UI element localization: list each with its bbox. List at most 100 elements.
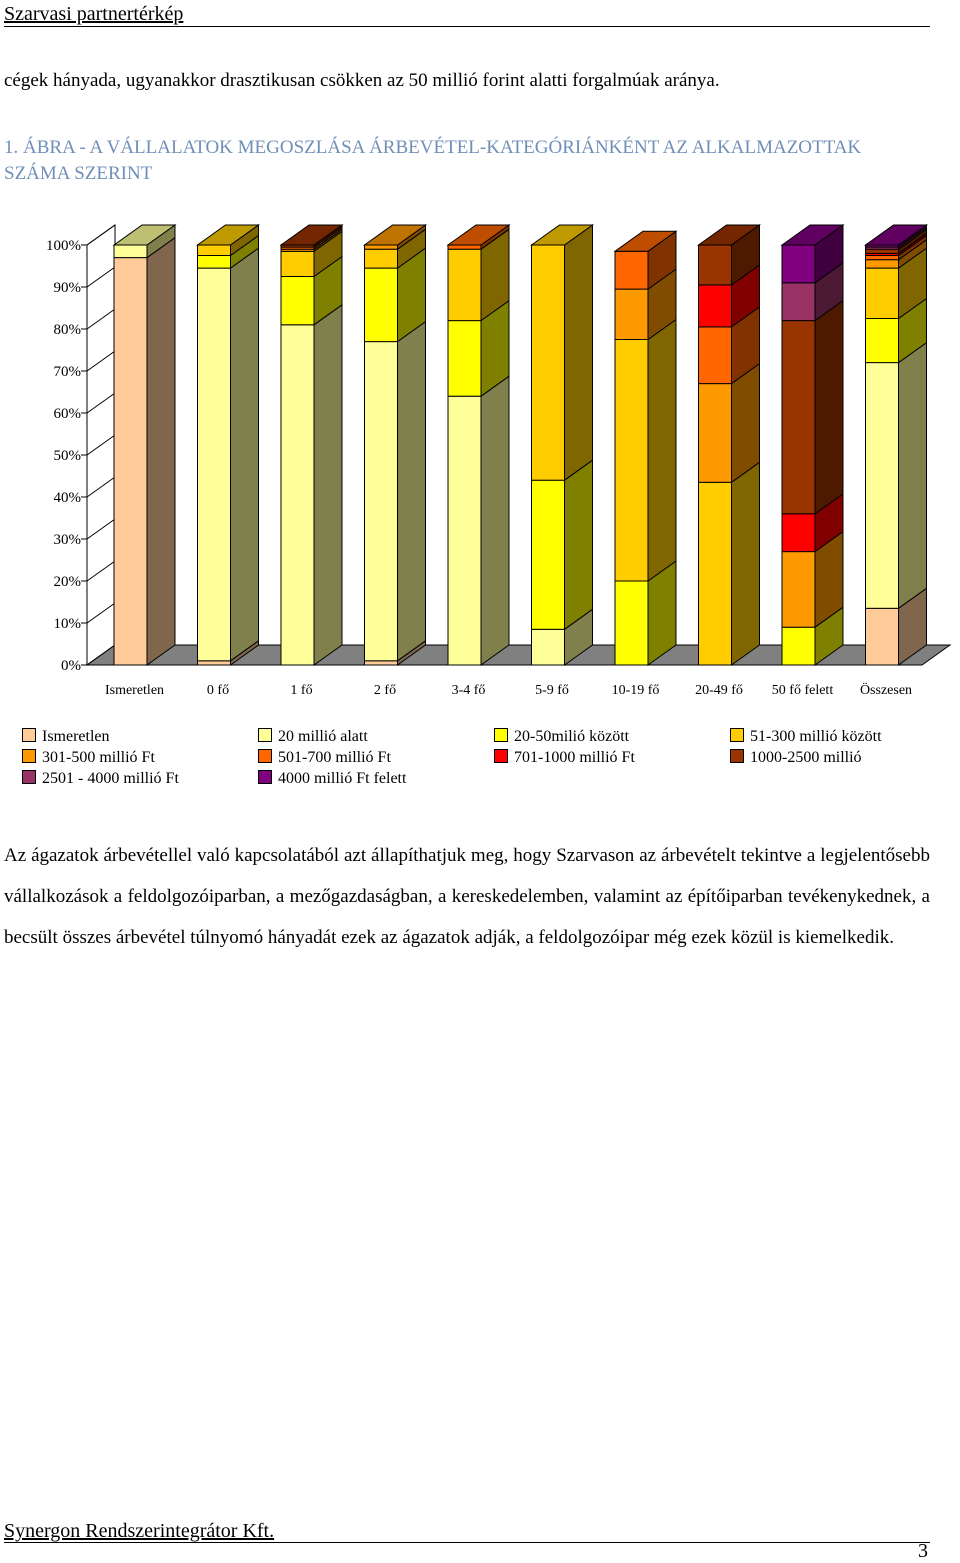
bar-segment: [447, 395, 482, 666]
legend-label: 301-500 millió Ft: [42, 749, 155, 766]
bar-top-face: [446, 224, 511, 246]
bar-segment: [197, 244, 231, 256]
bar-segment: [614, 250, 649, 290]
bar-top-face: [696, 224, 762, 246]
intro-text: cégek hányada, ugyanakkor drasztikusan c…: [4, 70, 720, 91]
bar-segment: [865, 607, 899, 666]
legend-label: 501-700 millió Ft: [278, 749, 391, 766]
bar-segment: [531, 479, 565, 630]
bar-segment: [447, 244, 482, 250]
bar-top-face: [529, 224, 595, 246]
y-gridline-diagonal: [86, 392, 116, 414]
legend-swatch: [22, 749, 36, 763]
bar-segment: [865, 318, 899, 364]
bar-segment: [197, 255, 231, 269]
bar-segment: [364, 267, 398, 343]
y-tick-label: 30%: [54, 532, 82, 548]
bar-segment: [447, 248, 482, 322]
x-tick-label: 2 fő: [374, 683, 396, 698]
legend-label: 2501 - 4000 millió Ft: [42, 770, 179, 787]
legend-swatch: [258, 728, 272, 742]
y-gridline-diagonal: [86, 434, 116, 456]
y-gridline-diagonal: [86, 266, 116, 288]
legend-item: 2501 - 4000 millió Ft: [22, 770, 179, 788]
y-gridline-diagonal: [86, 644, 116, 666]
bar-segment: [781, 282, 816, 322]
legend-item: 51-300 millió között: [730, 728, 882, 746]
page-footer: Synergon Rendszerintegrátor Kft.: [4, 1518, 930, 1543]
bar-top-face: [863, 224, 929, 246]
y-tick-label: 20%: [54, 574, 82, 590]
x-tick-label: Összesen: [860, 681, 912, 698]
stacked-bar-chart: 0% 10% 20% 30% 40% 50% 60% 70% 80% 90% 100% Ismeret…: [46, 224, 952, 698]
legend-swatch: [258, 770, 272, 784]
legend-item: 501-700 millió Ft: [258, 749, 391, 767]
bar-segment-side: [146, 236, 176, 666]
legend-swatch: [22, 770, 36, 784]
y-tick-label: 60%: [54, 406, 82, 422]
bar-segment: [364, 244, 398, 250]
legend-item: 701-1000 millió Ft: [494, 749, 635, 767]
legend-swatch: [730, 749, 744, 763]
x-tick-label: 5-9 fő: [535, 683, 569, 698]
y-tick-label: 90%: [54, 280, 82, 296]
y-tick-label: 80%: [54, 322, 82, 338]
legend-item: 1000-2500 millió: [730, 749, 862, 767]
bar-segment-side: [731, 461, 760, 666]
bar-segment: [447, 320, 482, 397]
header-title: Szarvasi partnertérkép: [4, 3, 184, 25]
bar-top-face: [780, 224, 845, 246]
bar-segment-side: [230, 247, 259, 662]
legend-label: 20-50milió között: [514, 728, 630, 745]
bar-segment-side: [480, 375, 510, 666]
bar-segment: [364, 660, 398, 666]
x-tick-label: 10-19 fő: [612, 683, 660, 698]
bar-segment-side: [397, 320, 426, 662]
bar-segment-side: [564, 224, 593, 482]
y-gridline-diagonal: [86, 518, 116, 540]
bar-segment: [531, 628, 565, 666]
bar-segment: [280, 250, 315, 277]
bar-segment: [781, 513, 816, 553]
y-gridline-diagonal: [86, 224, 116, 246]
bar-top-face: [195, 224, 261, 246]
bar-segment: [781, 551, 816, 628]
x-tick-label: 20-49 fő: [695, 683, 743, 698]
bar-segment: [531, 244, 565, 481]
bar-segment: [865, 259, 899, 269]
x-tick-label: 0 fő: [207, 683, 229, 698]
legend-swatch: [22, 728, 36, 742]
legend-label: 1000-2500 millió: [750, 749, 862, 766]
y-gridline-diagonal: [86, 602, 116, 624]
bar-segment: [113, 244, 148, 259]
body-paragraph: Az ágazatok árbevétellel való kapcsolatá…: [4, 845, 930, 948]
bar-segment: [865, 362, 899, 609]
x-tick-label: Ismeretlen: [105, 683, 164, 698]
x-tick-label: 1 fő: [290, 683, 312, 698]
bar-segment: [113, 257, 148, 666]
bar-segment: [197, 660, 231, 666]
y-gridline-diagonal: [86, 350, 116, 372]
bar-segment: [614, 288, 649, 340]
legend-item: 4000 millió Ft felett: [258, 770, 406, 788]
legend-item: 20 millió alatt: [258, 728, 368, 746]
bar-segment: [865, 248, 899, 254]
bar-segment: [781, 320, 816, 515]
bar-segment: [364, 341, 398, 662]
bar-segment-side: [313, 303, 343, 666]
bar-segment: [865, 267, 899, 319]
bar-segment-side: [814, 299, 844, 515]
legend-label: 4000 millió Ft felett: [278, 770, 407, 787]
legend-label: 701-1000 millió Ft: [514, 749, 635, 766]
y-tick-label: 0%: [61, 658, 81, 674]
legend-label: 20 millió alatt: [278, 728, 368, 745]
legend-item: 20-50milió között: [494, 728, 629, 746]
bar-segment: [698, 326, 732, 385]
y-tick-label: 10%: [54, 616, 82, 632]
bar-segment: [698, 284, 732, 328]
legend-swatch: [258, 749, 272, 763]
figure-title: 1. ÁBRA - A VÁLLALATOK MEGOSZLÁSA ÁRBEVÉ…: [4, 137, 862, 184]
bar-segment: [280, 324, 315, 666]
bar-segment: [698, 481, 732, 666]
y-tick-label: 40%: [54, 490, 82, 506]
